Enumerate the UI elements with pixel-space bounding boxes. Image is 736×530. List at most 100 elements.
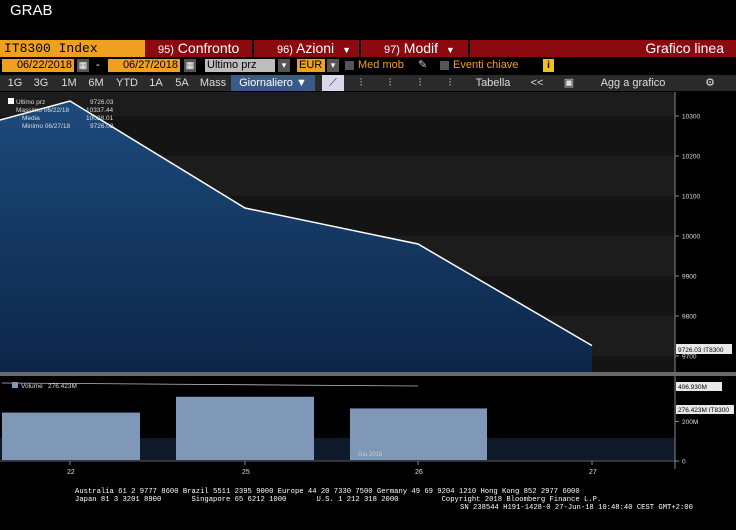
ticker-field[interactable]: IT8300 Index [0,40,145,57]
menu-divider [252,40,254,57]
x-axis: 22 25 26 27 [67,461,597,476]
eventi-label: Eventi chiave [453,59,519,71]
range-mass[interactable]: Mass [199,77,227,89]
last-price-tag-bg [676,344,732,354]
menu-label: Azioni [296,40,335,56]
volume-tag1: 406.930M [678,384,707,391]
menu-label: Modif [403,40,439,56]
range-6m[interactable]: 6M [88,77,104,89]
calendar-icon[interactable]: ▦ [77,59,89,72]
x-tick-label: 22 [67,469,75,476]
menu-num: 97) [384,44,400,56]
price-band [0,92,675,116]
chart-add-icon[interactable]: ▣ [563,77,575,89]
range-3g[interactable]: 3G [33,77,49,89]
menu-divider [468,40,470,57]
volume-bar [176,396,314,460]
volume-legend-swatch [12,382,18,388]
volume-bar [350,408,487,460]
start-date-input[interactable]: 06/22/2018 [2,59,74,72]
x-tick-label: 25 [242,469,250,476]
x-tick-label: 27 [589,469,597,476]
menu-confronto[interactable]: 95) Confronto [158,40,239,57]
legend-min-label: Minimo 06/27/18 [22,123,70,130]
header-bar [0,40,736,57]
volume-legend-label: Volume [21,383,43,390]
price-volume-chart[interactable]: 10300 10200 10100 10000 9900 9800 9700 9726.03… [0,92,736,530]
add-to-chart-button[interactable]: Agg a grafico [600,77,666,89]
x-axis-month: Giu 2018 [358,452,383,458]
price-area [0,101,592,372]
toolbar [0,75,736,91]
field-select[interactable]: Ultimo prz [205,59,275,72]
range-1m[interactable]: 1M [61,77,77,89]
period-label: Giornaliero [239,77,293,89]
price-tick-label: 10300 [682,114,700,121]
price-axis: 10300 10200 10100 10000 9900 9800 9700 [675,114,700,361]
caret-down-icon: ▼ [342,45,351,55]
gear-icon[interactable]: ⚙ [705,77,715,89]
caret-down-icon: ▼ [445,45,455,55]
end-date-input[interactable]: 06/27/2018 [108,59,180,72]
currency-select[interactable]: EUR [297,59,325,72]
legend-avg-value: 10028.01 [86,115,113,122]
caret-down-icon: ▼ [295,77,307,89]
volume-tag2: 276.423M IT8300 [678,407,729,414]
price-tick-label: 9900 [682,274,697,281]
crosshair-icon[interactable]: ⫶ [448,77,452,89]
legend-avg-label: Media [22,115,40,122]
menu-label: Confronto [177,40,240,56]
price-tick-label: 10200 [682,154,700,161]
price-tick-label: 10100 [682,194,700,201]
menu-modif[interactable]: 97) Modif ▼ [384,40,455,57]
tabella-button[interactable]: Tabella [475,77,511,89]
back-button[interactable]: << [530,77,544,89]
menu-divider [359,40,361,57]
pencil-icon[interactable]: ✎ [418,59,428,71]
footer-contacts-2: Japan 81 3 3201 8900 Singapore 65 6212 1… [75,496,601,504]
volume-legend: Volume 276.423M [12,382,77,390]
med-mob-label: Med mob [358,59,404,71]
range-1g[interactable]: 1G [7,77,23,89]
volume-avg-line [1,382,419,387]
volume-tick-label: 0 [682,459,686,466]
eventi-checkbox[interactable] [440,61,449,70]
legend-last-value: 9726.03 [90,99,114,106]
footer-contacts-1: Australia 61 2 9777 8600 Brazil 5511 239… [75,488,580,496]
info-icon[interactable]: i [543,59,554,72]
period-select[interactable]: Giornaliero ▼ [231,75,315,91]
menu-num: 95) [158,44,174,56]
ohlc-icon[interactable]: ⫶ [418,77,422,89]
volume-legend-value: 276.423M [48,383,77,390]
range-5a[interactable]: 5A [175,77,189,89]
candle-icon[interactable]: ⫶ [359,77,363,89]
volume-tick-label: 200M [682,419,698,426]
legend-swatch [8,98,14,104]
range-ytd[interactable]: YTD [116,77,138,89]
med-mob-checkbox[interactable] [345,61,354,70]
legend-min-value: 9726.03 [90,123,114,130]
last-price-tag: 9726.03 IT8300 [678,347,724,354]
price-legend: Ultimo prz 9726.03 Massimo 06/22/18 1033… [8,98,114,130]
menu-num: 96) [277,44,293,56]
chart-type-title: Grafico linea [645,40,724,56]
volume-bars [2,396,487,460]
price-tick-label: 10000 [682,234,700,241]
panel-divider[interactable] [0,372,736,376]
volume-tag1-bg [676,382,722,391]
volume-axis: 200M 0 [675,419,698,466]
menu-azioni[interactable]: 96) Azioni ▼ [277,40,351,57]
legend-last-label: Ultimo prz [16,99,45,106]
chevron-down-icon[interactable]: ▾ [278,59,290,72]
price-tick-label: 9700 [682,354,697,361]
bar-chart-icon[interactable]: ⫶ [388,77,392,89]
range-1a[interactable]: 1A [149,77,163,89]
x-tick-label: 26 [415,469,423,476]
calendar-icon[interactable]: ▦ [184,59,196,72]
volume-band [0,438,675,461]
footer-serial: SN 238544 H191-1428-0 27-Jun-18 10:48:40… [460,504,693,512]
price-line [0,100,593,347]
chevron-down-icon[interactable]: ▾ [327,59,339,72]
legend-max-value: 10337.44 [86,107,113,114]
line-chart-icon[interactable]: ⟋ [322,75,344,91]
